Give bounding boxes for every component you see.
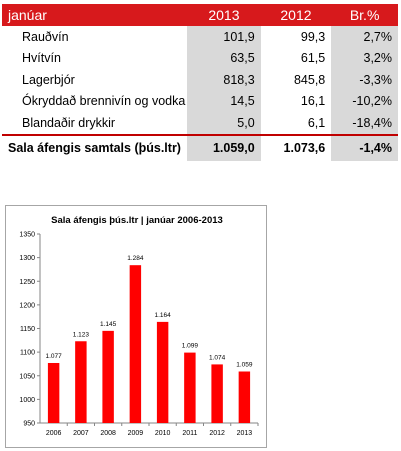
header-change: Br.%: [331, 4, 398, 26]
row-value-2012: 16,1: [300, 94, 326, 109]
table-header-row: janúar 2013 2012 Br.%: [2, 4, 398, 26]
table-row: Blandaðir drykkir 5,0 6,1 -18,4%: [2, 112, 398, 136]
total-change: -1,4%: [331, 134, 398, 161]
y-tick-label: 1000: [19, 397, 35, 404]
x-tick-label: 2008: [100, 430, 116, 437]
bar-data-label: 1.074: [209, 354, 226, 361]
bar-chart-svg: Sala áfengis þús.ltr | janúar 2006-2013 …: [19, 215, 259, 437]
y-tick-label: 1200: [19, 302, 35, 309]
row-label: Ókryddað brennivín og vodka: [22, 94, 186, 109]
table-row: Rauðvín 101,9 99,3 2,7%: [2, 26, 398, 48]
bar-data-label: 1.059: [236, 361, 253, 368]
header-2013: 2013: [187, 4, 261, 26]
sales-table: janúar 2013 2012 Br.% Rauðvín 101,9 99,3…: [2, 4, 398, 161]
bar: [47, 362, 60, 423]
row-change: -18,4%: [331, 112, 398, 136]
bar-data-label: 1.077: [45, 353, 62, 360]
row-value-2012: 99,3: [300, 29, 326, 44]
bar-data-label: 1.123: [73, 331, 90, 338]
row-value-2013: 101,9: [187, 26, 261, 48]
row-value-2013: 818,3: [187, 69, 261, 91]
total-value-2013: 1.059,0: [187, 134, 261, 161]
row-change: 3,2%: [331, 47, 398, 69]
x-tick-label: 2011: [182, 430, 197, 437]
bar: [75, 341, 87, 423]
x-tick-label: 2007: [73, 430, 89, 437]
y-tick-label: 1150: [20, 326, 35, 333]
header-month: janúar: [2, 4, 188, 26]
row-change: -10,2%: [331, 90, 398, 112]
table-row: Lagerbjór 818,3 845,8 -3,3%: [2, 69, 398, 91]
y-tick-label: 1300: [19, 255, 35, 262]
bar-data-label: 1.164: [154, 312, 171, 319]
x-tick-label: 2006: [46, 430, 62, 437]
bar-data-label: 1.099: [182, 343, 199, 350]
total-value-2012: 1.073,6: [283, 141, 326, 155]
y-tick-label: 1050: [19, 373, 35, 380]
row-label: Hvítvín: [22, 51, 61, 66]
x-tick-label: 2009: [128, 430, 144, 437]
row-value-2012: 61,5: [300, 51, 326, 66]
y-tick-label: 950: [23, 421, 35, 428]
row-value-2013: 14,5: [187, 90, 261, 112]
y-tick-label: 1100: [20, 350, 35, 357]
bar: [238, 371, 251, 423]
row-label: Rauðvín: [22, 29, 69, 44]
bar-data-label: 1.145: [100, 321, 117, 328]
row-label: Lagerbjór: [22, 72, 75, 87]
y-tick-label: 1250: [19, 279, 35, 286]
row-label: Blandaðir drykkir: [2, 112, 188, 136]
row-value-2012: 845,8: [293, 72, 326, 87]
row-value-2012: 6,1: [260, 112, 332, 136]
row-value-2013: 63,5: [187, 47, 261, 69]
bar: [211, 364, 223, 423]
total-label: Sala áfengis samtals (þús.ltr): [8, 141, 181, 155]
chart-title: Sala áfengis þús.ltr | janúar 2006-2013: [51, 215, 223, 226]
y-tick-label: 1350: [19, 232, 35, 239]
row-change: 2,7%: [331, 26, 398, 48]
bar: [156, 321, 169, 423]
row-value-2013: 5,0: [187, 112, 261, 136]
header-2012: 2012: [260, 4, 332, 26]
table-row: Hvítvín 63,5 61,5 3,2%: [2, 47, 398, 69]
row-change: -3,3%: [331, 69, 398, 91]
bar-data-label: 1.284: [127, 255, 144, 262]
table-row: Ókryddað brennivín og vodka 14,5 16,1 -1…: [2, 90, 398, 112]
table-total-row: Sala áfengis samtals (þús.ltr) 1.059,0 1…: [2, 134, 398, 161]
bar: [184, 352, 196, 423]
x-tick-label: 2012: [209, 430, 225, 437]
x-tick-label: 2010: [155, 430, 171, 437]
x-tick-label: 2013: [237, 430, 253, 437]
bar: [102, 330, 114, 423]
bar: [129, 265, 142, 423]
sales-chart: Sala áfengis þús.ltr | janúar 2006-2013 …: [5, 205, 267, 448]
